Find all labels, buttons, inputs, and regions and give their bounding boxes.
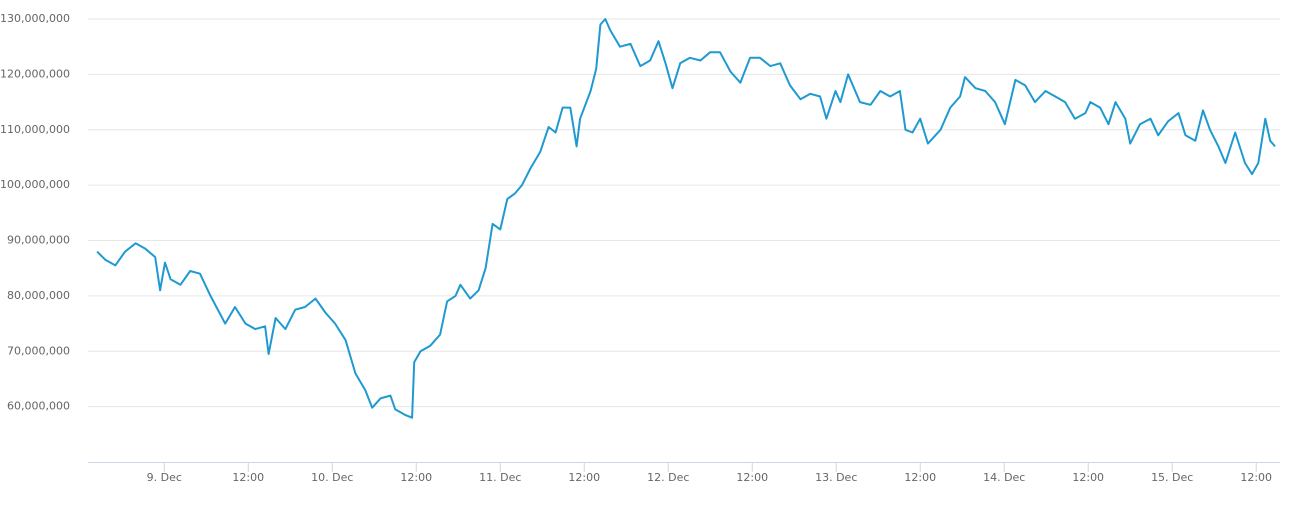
- y-tick-label: 120,000,000: [0, 67, 70, 80]
- series-line: [96, 18, 1276, 419]
- y-tick-label: 130,000,000: [0, 12, 70, 25]
- y-tick-label: 70,000,000: [7, 344, 70, 357]
- y-tick-label: 90,000,000: [7, 234, 70, 247]
- x-tick-label: 13. Dec: [815, 471, 857, 484]
- x-tick-label: 12. Dec: [647, 471, 689, 484]
- x-tick-label: 9. Dec: [147, 471, 182, 484]
- x-tick-label: 12:00: [400, 471, 432, 484]
- y-tick-label: 60,000,000: [7, 400, 70, 413]
- x-tick-label: 12:00: [1072, 471, 1104, 484]
- x-tick-label: 11. Dec: [479, 471, 521, 484]
- y-tick-label: 110,000,000: [0, 123, 70, 136]
- x-tick-label: 15. Dec: [1151, 471, 1193, 484]
- x-tick-label: 10. Dec: [311, 471, 353, 484]
- x-tick-label: 12:00: [568, 471, 600, 484]
- y-tick-label: 100,000,000: [0, 178, 70, 191]
- x-tick-label: 12:00: [1240, 471, 1272, 484]
- x-tick-label: 12:00: [232, 471, 264, 484]
- x-tick-label: 14. Dec: [983, 471, 1025, 484]
- y-tick-label: 80,000,000: [7, 289, 70, 302]
- x-tick-label: 12:00: [736, 471, 768, 484]
- x-tick-label: 12:00: [904, 471, 936, 484]
